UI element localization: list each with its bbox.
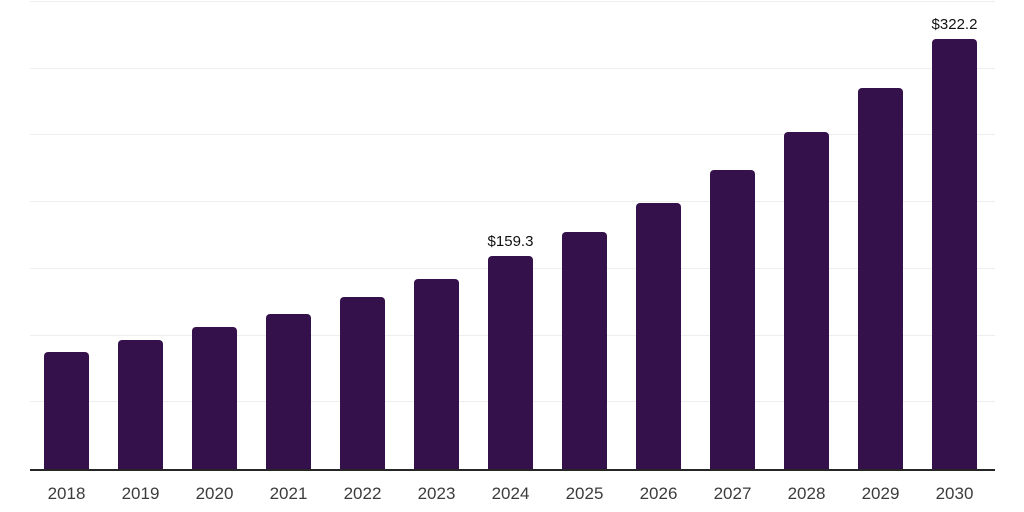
bar-2030 bbox=[932, 39, 977, 469]
x-tick-label-2029: 2029 bbox=[861, 484, 900, 503]
gridline-250 bbox=[30, 134, 995, 136]
bar-2026 bbox=[636, 202, 681, 469]
gridline-300 bbox=[30, 67, 995, 69]
x-tick-label-2030: 2030 bbox=[935, 484, 974, 503]
x-tick-label-2028: 2028 bbox=[787, 484, 826, 503]
x-tick-label-2027: 2027 bbox=[713, 484, 752, 503]
bar-2018 bbox=[44, 352, 89, 469]
bar-2025 bbox=[562, 231, 607, 469]
gridline-200 bbox=[30, 201, 995, 203]
bar-2020 bbox=[192, 327, 237, 469]
x-tick-label-2018: 2018 bbox=[47, 484, 86, 503]
bar-2024 bbox=[488, 256, 533, 469]
x-tick-label-2021: 2021 bbox=[269, 484, 308, 503]
x-axis-line bbox=[30, 469, 995, 471]
value-label-2024: $159.3 bbox=[487, 233, 534, 251]
x-tick-label-2019: 2019 bbox=[121, 484, 160, 503]
x-tick-label-2022: 2022 bbox=[343, 484, 382, 503]
x-tick-label-2020: 2020 bbox=[195, 484, 234, 503]
bar-2029 bbox=[858, 88, 903, 469]
bar-2023 bbox=[414, 278, 459, 469]
bar-2027 bbox=[710, 169, 755, 469]
gridline-350 bbox=[30, 1, 995, 2]
bar-2019 bbox=[118, 339, 163, 469]
bar-2028 bbox=[784, 132, 829, 469]
x-tick-label-2026: 2026 bbox=[639, 484, 678, 503]
x-tick-label-2023: 2023 bbox=[417, 484, 456, 503]
x-tick-label-2025: 2025 bbox=[565, 484, 604, 503]
bar-2022 bbox=[340, 297, 385, 469]
value-label-2030: $322.2 bbox=[931, 16, 978, 34]
x-tick-label-2024: 2024 bbox=[491, 484, 530, 503]
bar-2021 bbox=[266, 313, 311, 469]
plot-area: $159.3 $322.2 bbox=[30, 1, 995, 469]
